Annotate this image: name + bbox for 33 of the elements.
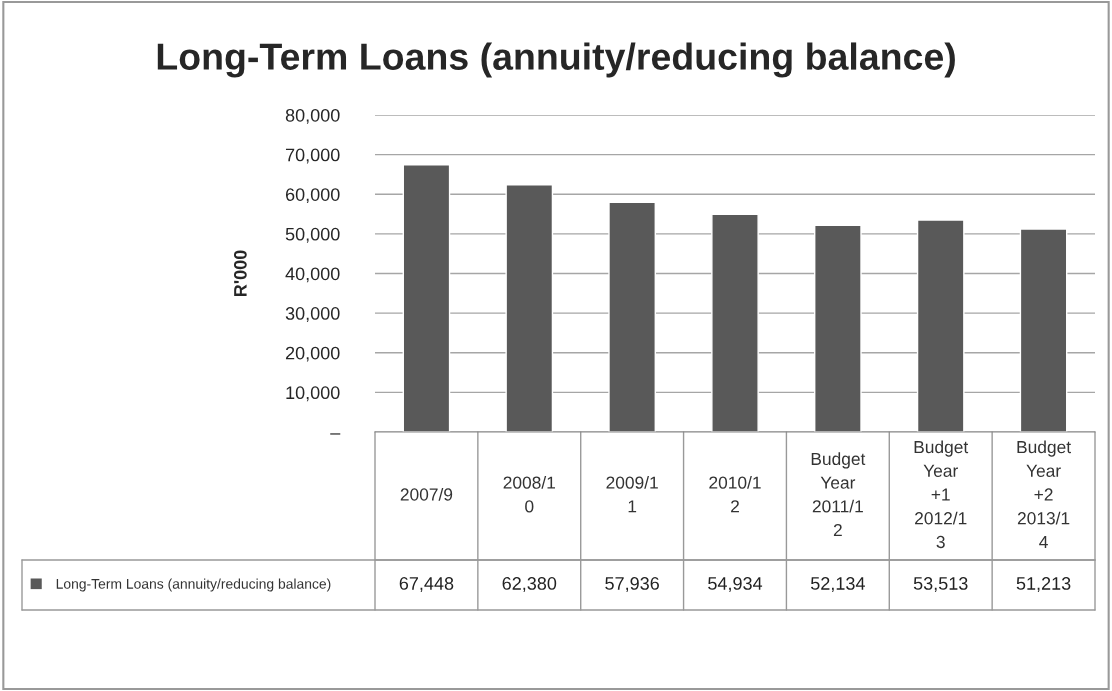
y-tick-label: 50,000 (285, 227, 340, 243)
bar (711, 213, 759, 432)
y-tick-label: – (330, 433, 341, 435)
x-tick-label: Budget Year +1 2012/13 (914, 440, 969, 549)
y-tick-label: 40,000 (285, 267, 340, 283)
y-axis-title: R'000 (233, 250, 247, 297)
y-tick-label: 70,000 (285, 148, 340, 164)
y-tick-label: 80,000 (285, 108, 340, 124)
y-tick-label: 20,000 (285, 346, 340, 362)
x-tick-label: 2009/11 (606, 476, 658, 513)
x-tick-label: 2010/12 (709, 476, 761, 513)
y-tick-label: 30,000 (285, 307, 340, 322)
data-label: 62,380 (502, 577, 557, 592)
x-tick-label: 2007/9 (400, 487, 453, 501)
data-label: 51,213 (1016, 577, 1071, 592)
bar (402, 164, 451, 432)
bar (1019, 228, 1068, 432)
data-label: 57,936 (605, 577, 659, 592)
y-tick-label: 10,000 (286, 386, 340, 402)
data-label: 53,513 (913, 577, 968, 592)
data-label: 54,934 (708, 577, 763, 592)
chart-title: Long-Term Loans (annuity/reducing balance) (157, 42, 955, 78)
x-tick-label: 2008/10 (503, 476, 555, 513)
bar (814, 224, 862, 432)
legend-label: Long-Term Loans (annuity/reducing balance) (56, 578, 331, 592)
x-tick-label: Budget Year 2011/12 (811, 452, 866, 537)
bar (505, 184, 554, 432)
data-label: 52,134 (810, 577, 865, 592)
x-tick-label: Budget Year +2 2013/14 (1017, 440, 1071, 548)
bar (608, 201, 656, 432)
data-label: 67,448 (399, 577, 454, 592)
y-tick-label: 60,000 (285, 188, 340, 204)
bar (916, 219, 965, 432)
